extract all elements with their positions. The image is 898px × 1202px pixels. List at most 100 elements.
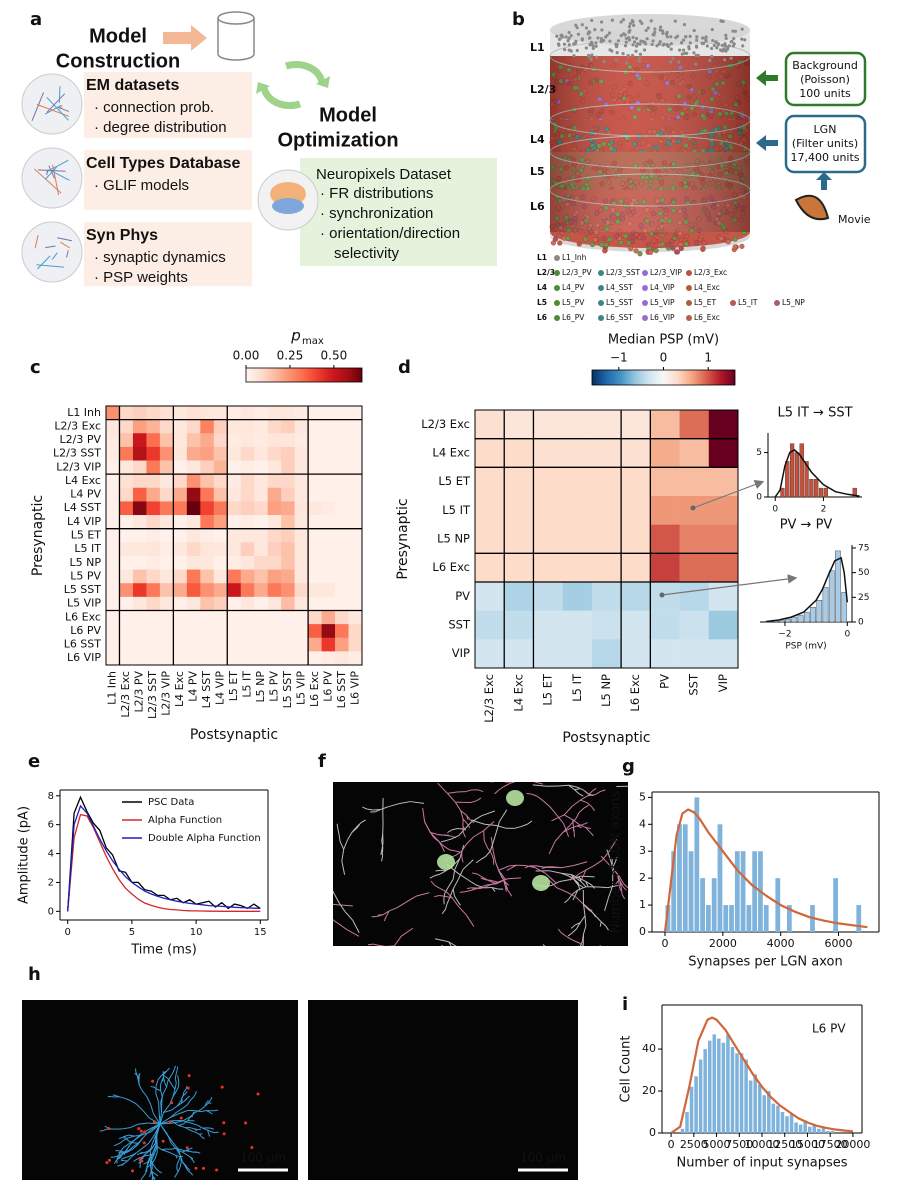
heatmap-cell (213, 624, 228, 639)
neurite (580, 795, 589, 801)
heatmap-cell (119, 433, 134, 448)
neurite (554, 831, 564, 842)
neurite (151, 1143, 156, 1149)
heatmap-cell (281, 528, 295, 543)
heatmap-cell (106, 501, 120, 516)
neuron-dot (684, 35, 688, 39)
panel-label: f (318, 751, 326, 772)
heatmap-cell (132, 637, 147, 652)
heatmap-cell (227, 651, 242, 666)
neurite (386, 962, 390, 965)
neuron-dot (653, 248, 659, 254)
histogram-bar (763, 905, 769, 932)
neurite (125, 1149, 130, 1153)
neurite (310, 897, 314, 900)
axis-label: Time (ms) (130, 943, 197, 958)
neurite (206, 1110, 210, 1113)
x-tick-label: 2000 (709, 937, 737, 950)
neuron-dot (649, 231, 655, 237)
neurite (118, 1137, 123, 1139)
neurite (138, 1084, 143, 1091)
heatmap-cell (348, 433, 363, 448)
neurite (573, 789, 580, 794)
neurite (305, 902, 311, 904)
neurite (576, 824, 584, 827)
heatmap-cell (348, 474, 363, 489)
source-box (84, 150, 252, 210)
neurite (507, 782, 513, 783)
neuron-dot (558, 37, 562, 41)
legend-entry: L6_VIP (650, 313, 675, 322)
neurite (187, 1167, 191, 1171)
cycle-arrow (316, 76, 330, 88)
histogram-bar (771, 1103, 776, 1133)
heatmap-cell (475, 639, 505, 669)
y-tick-label: 40 (642, 1042, 656, 1055)
heatmap-cell (321, 406, 336, 420)
neurite (150, 1123, 161, 1133)
neurite (175, 1086, 179, 1092)
heatmap-cell (562, 410, 593, 439)
neurite (582, 903, 586, 916)
neurite (317, 909, 321, 913)
neurite (556, 887, 568, 893)
y-tick-label: 6 (48, 820, 54, 831)
neurite (549, 806, 557, 815)
heatmap-cell (281, 583, 295, 598)
heatmap-cell (186, 528, 201, 543)
layer-label: L2/3 (530, 83, 556, 96)
neurite (551, 881, 560, 886)
neuron-dot (696, 53, 700, 57)
heatmap-cell (294, 515, 309, 529)
neuron-dot (731, 29, 735, 33)
neurite (178, 1125, 186, 1129)
heatmap-cell (213, 610, 228, 625)
neuron-dot (619, 20, 623, 24)
heatmap-cell (562, 639, 593, 669)
dataset-item: selectivity (334, 245, 400, 262)
neurite (476, 873, 483, 878)
neurite (166, 1133, 172, 1144)
input-text: 17,400 units (790, 151, 859, 164)
heatmap-cell (621, 582, 651, 611)
neurite (590, 910, 597, 918)
neurite (166, 1067, 170, 1071)
neuron-dot (623, 44, 628, 48)
legend-entry: L4_PV (562, 283, 585, 292)
layer-label: L5 (530, 165, 545, 178)
neurite (498, 809, 508, 822)
heatmap-cell (106, 542, 120, 557)
heatmap-cell (213, 515, 228, 529)
heatmap-cell (200, 651, 215, 666)
neurite (140, 1151, 144, 1154)
dataset-item: · orientation/direction (320, 225, 460, 242)
neurite (320, 904, 327, 909)
heatmap-cell (591, 410, 622, 439)
neurite (572, 939, 581, 944)
histogram-bar (823, 487, 828, 498)
heatmap-cell (213, 474, 228, 489)
heatmap-cell (308, 542, 322, 557)
neurite (172, 1091, 177, 1097)
neurite (177, 1075, 179, 1079)
x-tick-label: 0 (668, 1138, 675, 1151)
neurite (445, 891, 453, 899)
neurite (567, 966, 570, 972)
neurite (341, 849, 345, 862)
neurite (132, 1142, 139, 1148)
heatmap-cell (533, 467, 563, 497)
neurite (336, 823, 339, 829)
neuron-dot (591, 44, 595, 48)
heatmap-cell (173, 542, 188, 557)
neurite (526, 792, 532, 795)
neuron-dot (711, 38, 715, 43)
neurite (127, 1156, 132, 1162)
neuron-dot (732, 244, 738, 250)
neuron-dot (695, 35, 699, 39)
neurite (378, 944, 387, 946)
neuron-dot (669, 42, 673, 46)
heatmap-cell (227, 610, 242, 625)
heatmap-cell (679, 610, 710, 640)
histogram-bar (830, 1130, 835, 1133)
neurite (189, 1147, 193, 1150)
